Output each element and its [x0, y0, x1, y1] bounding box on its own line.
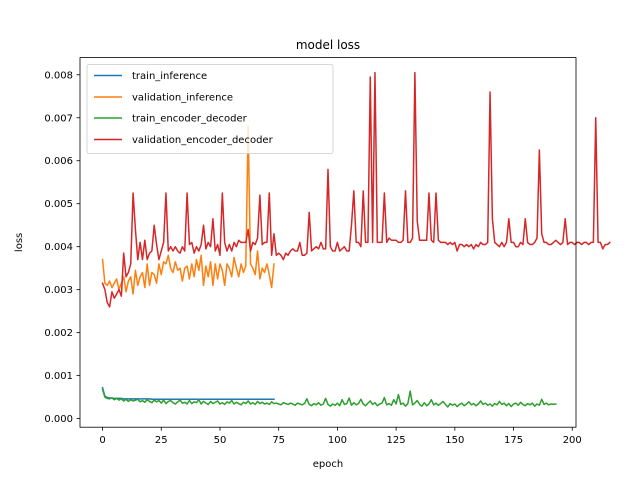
legend-box	[86, 64, 334, 154]
y-axis-label: loss	[14, 233, 25, 252]
legend-label-train-encoder-decoder: train_encoder_decoder	[132, 114, 248, 125]
series-line-validation-encoder-decoder	[101, 71, 611, 308]
y-tick-label: 0.004	[44, 242, 73, 253]
legend-label-validation-encoder-decoder: validation_encoder_decoder	[132, 135, 274, 146]
y-axis-ticks: 0.000 0.001 0.002 0.003 0.004 0.005 0.006 0.007…	[44, 70, 80, 425]
x-tick-label: 125	[387, 435, 406, 446]
series-line-validation-inference	[101, 125, 275, 295]
legend: train_inference validation_inference tra…	[86, 64, 334, 154]
x-tick-label: 175	[504, 435, 523, 446]
x-axis-ticks: 0 25 50 75 100 125 150 175 200	[99, 427, 582, 446]
y-tick-label: 0.007	[44, 113, 73, 124]
x-tick-label: 100	[328, 435, 347, 446]
y-tick-label: 0.008	[44, 70, 73, 81]
chart-title: model loss	[296, 38, 360, 52]
legend-label-validation-inference: validation_inference	[132, 93, 233, 104]
x-tick-label: 200	[563, 435, 582, 446]
y-tick-label: 0.006	[44, 156, 73, 167]
axes-frame	[79, 57, 577, 428]
x-tick-label: 25	[155, 435, 168, 446]
series-lines	[101, 71, 611, 408]
y-tick-label: 0.002	[44, 328, 73, 339]
x-tick-label: 75	[272, 435, 285, 446]
y-tick-label: 0.005	[44, 199, 73, 210]
legend-label-train-inference: train_inference	[132, 71, 207, 82]
y-tick-label: 0.003	[44, 285, 73, 296]
y-tick-label: 0.000	[44, 414, 73, 425]
x-axis-label: epoch	[313, 459, 343, 470]
series-line-train-encoder-decoder	[101, 388, 557, 408]
x-tick-label: 0	[99, 435, 105, 446]
x-tick-label: 150	[445, 435, 464, 446]
x-tick-label: 50	[214, 435, 227, 446]
y-tick-label: 0.001	[44, 371, 73, 382]
series-line-train-inference	[101, 386, 275, 401]
